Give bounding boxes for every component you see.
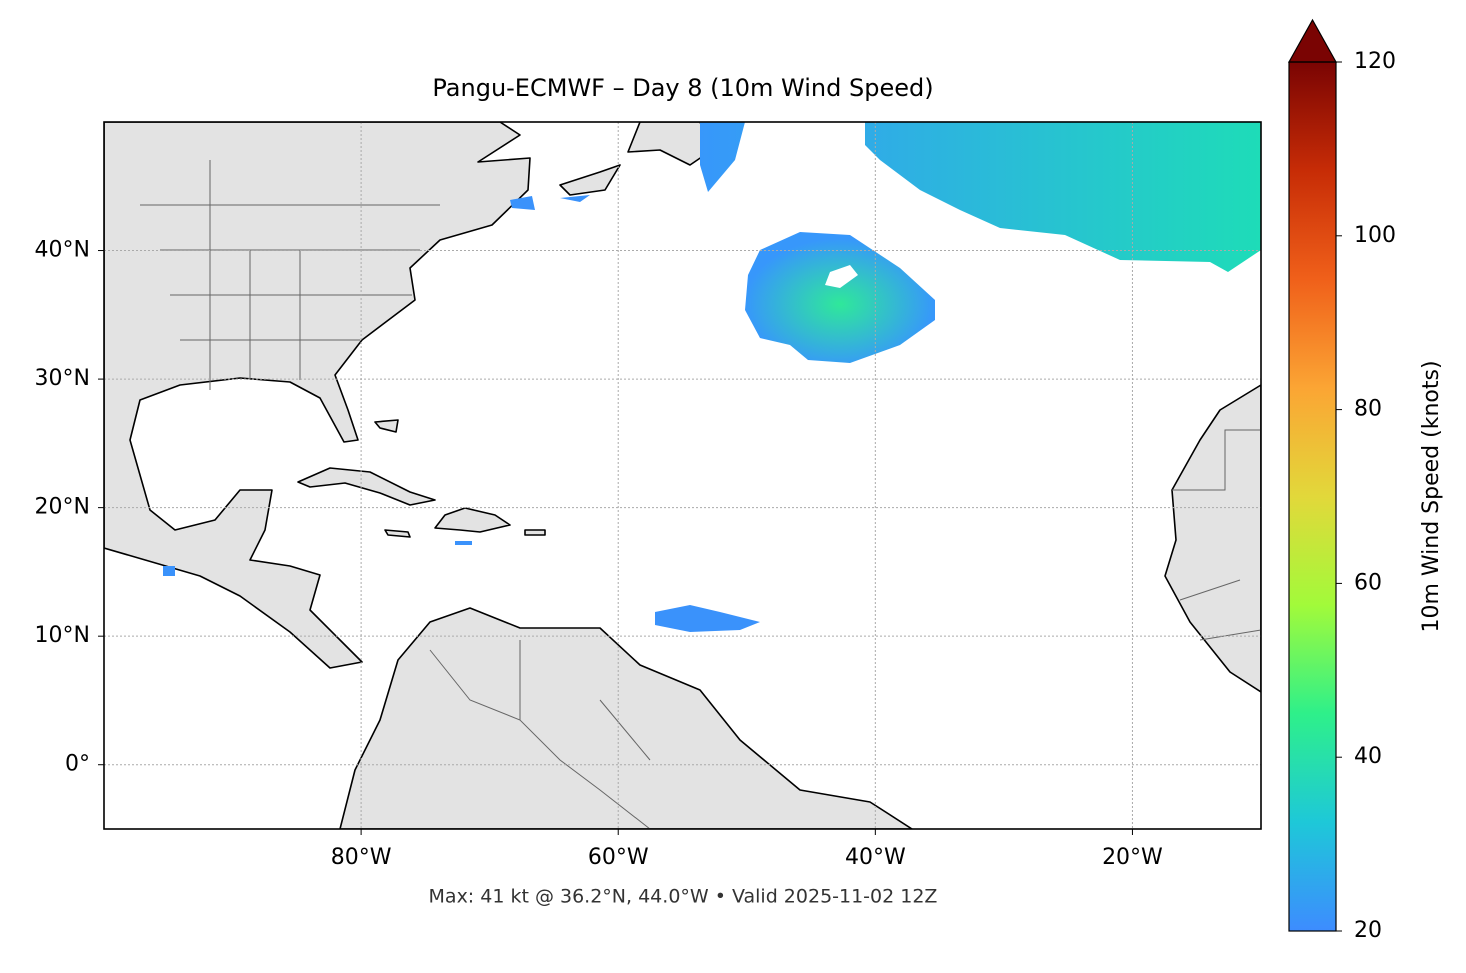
caribbean-islands bbox=[297, 419, 546, 538]
wind-cyclone bbox=[745, 232, 935, 363]
colorbar-tick-label: 120 bbox=[1354, 49, 1396, 74]
colorbar-tick-label: 40 bbox=[1354, 744, 1382, 769]
y-tick-label: 0° bbox=[65, 752, 90, 777]
x-tick-label: 20°W bbox=[1102, 845, 1163, 870]
x-tick-label: 60°W bbox=[588, 845, 649, 870]
y-tick-label: 30°N bbox=[35, 366, 90, 391]
colorbar-tick-label: 60 bbox=[1354, 570, 1382, 595]
colorbar-tick-label: 80 bbox=[1354, 397, 1382, 422]
colorbar-label: 10m Wind Speed (knots) bbox=[1419, 360, 1444, 632]
colorbar-gradient bbox=[1289, 62, 1336, 931]
colorbar-extend bbox=[1287, 18, 1338, 63]
y-tick-label: 40°N bbox=[35, 238, 90, 263]
colorbar-tick-label: 100 bbox=[1354, 223, 1396, 248]
south-america bbox=[339, 607, 913, 829]
grid bbox=[104, 122, 1261, 829]
x-tick-label: 40°W bbox=[845, 845, 906, 870]
y-tick-label: 10°N bbox=[35, 623, 90, 648]
canada-maritimes bbox=[559, 122, 713, 196]
x-tick-label: 80°W bbox=[331, 845, 392, 870]
map-area bbox=[104, 122, 1261, 829]
y-tick-label: 20°N bbox=[35, 495, 90, 520]
map-title: Pangu-ECMWF – Day 8 (10m Wind Speed) bbox=[432, 74, 933, 102]
colorbar-tick-label: 20 bbox=[1354, 918, 1382, 943]
africa bbox=[1164, 384, 1261, 693]
wind-patch-tropics bbox=[655, 605, 760, 632]
borders bbox=[140, 160, 1261, 829]
map-frame bbox=[103, 121, 1262, 830]
annotation: Max: 41 kt @ 36.2°N, 44.0°W • Valid 2025… bbox=[429, 886, 938, 908]
colorbar-frame bbox=[1288, 61, 1337, 932]
colorbar: 20 40 60 80 100 120 10m Wind Speed (knots) bbox=[1287, 18, 1444, 943]
wind-band-north bbox=[700, 122, 1261, 272]
